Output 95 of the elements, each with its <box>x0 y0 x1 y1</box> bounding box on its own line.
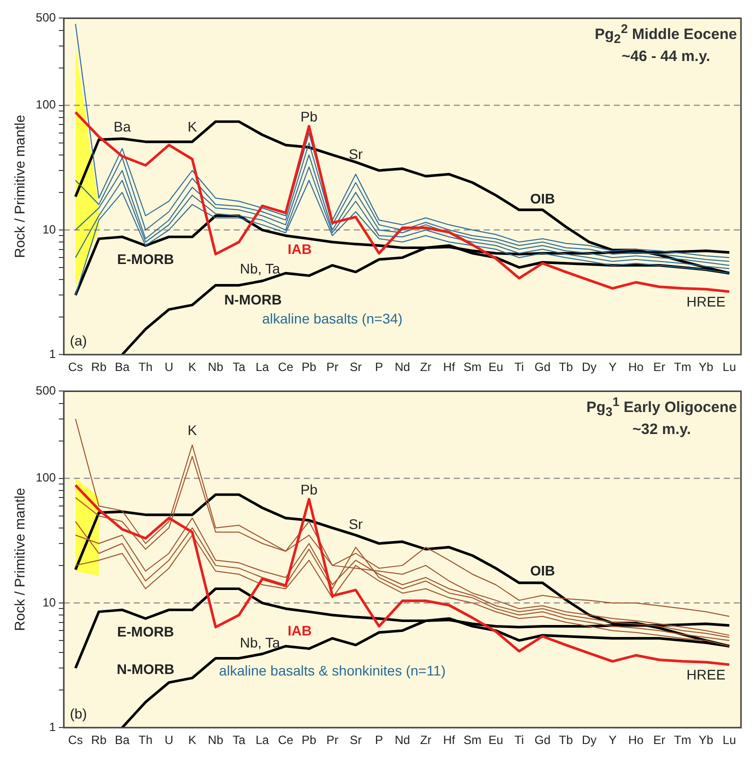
x-tick-label: Ho <box>628 733 644 748</box>
x-tick-label: Th <box>138 360 153 374</box>
annotation: Ba <box>114 118 131 135</box>
y-tick-label: 500 <box>36 10 56 25</box>
y-tick-label: 100 <box>36 98 56 112</box>
x-tick-label: La <box>256 733 270 748</box>
y-tick-label: 10 <box>42 222 56 236</box>
x-tick-label: Sm <box>463 733 482 748</box>
x-tick-label: K <box>188 733 196 748</box>
x-tick-label: Hf <box>443 733 456 748</box>
x-tick-label: Rb <box>91 733 107 748</box>
y-tick-label: 500 <box>36 384 56 398</box>
x-tick-label: Cs <box>68 733 83 748</box>
x-tick-label: Gd <box>534 733 551 748</box>
annotation: N-MORB <box>116 660 174 677</box>
x-tick-label: La <box>256 360 270 374</box>
annotation: N-MORB <box>224 292 282 308</box>
x-tick-label: Th <box>138 733 153 748</box>
x-tick-label: Ba <box>114 360 130 374</box>
x-tick-label: Tb <box>558 360 574 374</box>
annotation: Pb <box>300 108 318 124</box>
annotation: OIB <box>530 190 555 207</box>
x-tick-label: Nb <box>208 360 224 374</box>
x-tick-label: Nb <box>208 733 224 748</box>
annotation: HREE <box>686 666 726 683</box>
annotation: OIB <box>530 562 555 579</box>
x-tick-label: Yb <box>698 360 714 374</box>
annotation: (b) <box>70 705 87 722</box>
x-tick-label: Eu <box>488 360 504 374</box>
x-tick-label: Ho <box>628 360 644 374</box>
annotation: K <box>188 118 198 135</box>
x-tick-label: Ti <box>514 360 524 374</box>
x-tick-label: Yb <box>698 733 714 748</box>
x-tick-label: Sm <box>463 360 482 374</box>
text: Pg$_{2}$$^{2}$ Middle Eocene <box>594 21 737 48</box>
x-tick-label: K <box>188 360 196 374</box>
annotation: alkaline basalts (n=34) <box>262 310 403 327</box>
x-tick-label: Sr <box>350 733 362 748</box>
annotation: Pb <box>300 481 318 498</box>
text: ~46 - 44 m.y. <box>620 48 712 66</box>
annotation: HREE <box>686 294 726 310</box>
x-tick-label: Ce <box>278 360 294 374</box>
annotation: alkaline basalts & shonkinites (n=11) <box>219 662 446 679</box>
x-tick-label: Tb <box>558 733 574 748</box>
x-tick-label: Er <box>653 733 666 748</box>
x-tick-label: Rb <box>91 360 107 374</box>
x-tick-label: Pr <box>326 360 338 374</box>
x-tick-label: Dy <box>582 360 597 374</box>
annotation: IAB <box>288 622 312 638</box>
x-tick-label: P <box>375 360 384 374</box>
annotation: Nb, Ta <box>240 260 280 277</box>
x-tick-label: U <box>164 733 174 748</box>
x-tick-label: Pb <box>302 733 317 748</box>
x-tick-label: U <box>164 360 174 374</box>
y-axis-title: Rock / Primitive mantle <box>11 488 28 631</box>
annotation: Sr <box>348 516 364 532</box>
x-tick-label: Pb <box>302 360 317 374</box>
x-tick-label: Gd <box>534 360 551 374</box>
x-tick-label: Pr <box>326 733 338 748</box>
x-tick-label: Eu <box>488 733 504 748</box>
x-tick-label: Y <box>608 360 617 374</box>
x-tick-label: Cs <box>68 360 83 374</box>
x-tick-label: Er <box>653 360 666 374</box>
x-tick-label: Ba <box>114 733 130 748</box>
y-axis-title: Rock / Primitive mantle <box>11 114 28 258</box>
x-tick-label: Zr <box>420 733 432 748</box>
x-tick-label: Dy <box>582 733 597 748</box>
annotation: Nb, Ta <box>240 634 280 651</box>
annotation: Sr <box>348 146 364 162</box>
y-tick-label: 100 <box>36 470 56 485</box>
x-tick-label: Ti <box>514 733 524 748</box>
annotation: IAB <box>288 240 312 257</box>
annotation: (a) <box>70 332 87 348</box>
y-tick-label: 1 <box>49 720 56 734</box>
x-tick-label: Lu <box>722 360 736 374</box>
x-tick-label: Ta <box>232 733 246 748</box>
x-tick-label: Ce <box>278 733 294 748</box>
x-tick-label: Nd <box>394 360 410 374</box>
annotation: K <box>188 422 198 438</box>
x-tick-label: Y <box>608 733 617 748</box>
x-tick-label: Lu <box>722 733 736 748</box>
x-tick-label: Tm <box>674 733 692 748</box>
y-tick-label: 1 <box>49 346 56 361</box>
x-tick-label: Sr <box>350 360 362 374</box>
x-tick-label: Nd <box>394 733 410 748</box>
x-tick-label: Hf <box>443 360 456 374</box>
x-tick-label: Zr <box>420 360 432 374</box>
text: Pg$_{3}$$^{1}$ Early Oligocene <box>586 394 737 421</box>
annotation: E-MORB <box>117 251 174 268</box>
y-tick-label: 10 <box>42 595 56 610</box>
x-tick-label: Ta <box>232 360 246 374</box>
text: ~32 m.y. <box>631 421 692 439</box>
x-tick-label: Tm <box>674 360 692 374</box>
x-tick-label: P <box>375 733 384 748</box>
annotation: E-MORB <box>117 623 174 640</box>
